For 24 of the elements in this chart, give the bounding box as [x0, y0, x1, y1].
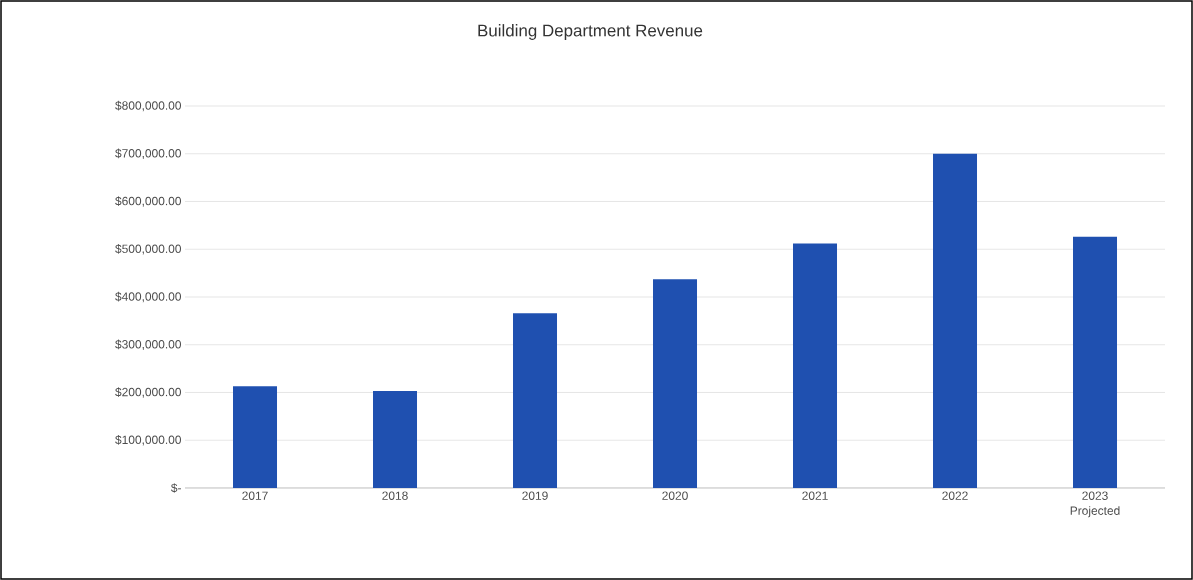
x-tick-label: 2023 Projected	[1070, 491, 1120, 518]
x-tick-label: 2021	[802, 491, 828, 500]
bar	[233, 386, 278, 488]
bar	[933, 153, 978, 488]
x-tick-label: 2018	[382, 491, 408, 500]
x-tick-label: 2022	[942, 491, 968, 500]
y-tick-label: $800,000.00	[115, 100, 182, 112]
bar	[1073, 236, 1118, 488]
x-tick-label: 2017	[242, 491, 268, 500]
y-tick-label: $500,000.00	[115, 244, 182, 255]
y-tick-label: $400,000.00	[115, 291, 182, 303]
x-tick-label: 2019	[522, 491, 548, 500]
y-tick-label: $600,000.00	[115, 196, 182, 207]
y-tick-label: $100,000.00	[115, 435, 182, 446]
bar	[513, 313, 558, 488]
x-tick-label: 2020	[662, 491, 688, 500]
y-tick-label: $700,000.00	[115, 148, 182, 159]
y-tick-label: $200,000.00	[115, 387, 182, 398]
chart-title: Building Department Revenue	[478, 24, 703, 40]
bar	[373, 391, 418, 488]
y-tick-label: $300,000.00	[115, 339, 182, 350]
bar	[653, 279, 698, 488]
bar	[793, 243, 838, 488]
y-tick-label: $-	[170, 483, 181, 493]
